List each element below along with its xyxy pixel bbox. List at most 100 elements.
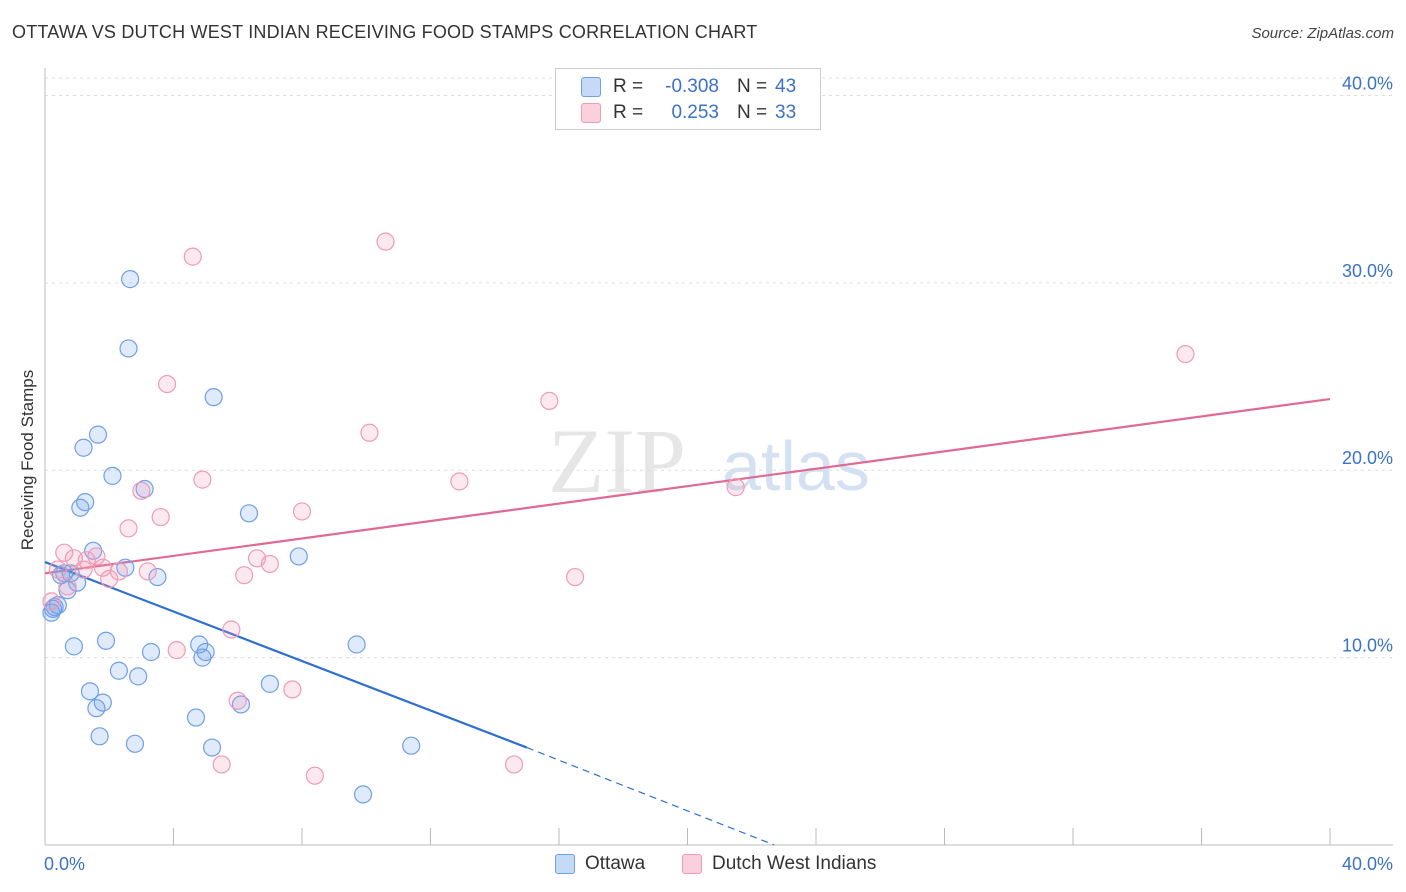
ottawa-point (239, 504, 259, 523)
dutch-point (138, 562, 157, 581)
n-label: N = (737, 102, 768, 123)
dutch-point (504, 755, 524, 774)
bottom-legend-ottawa: Ottawa (555, 852, 645, 876)
dutch-point (376, 232, 395, 251)
data-points (42, 232, 1195, 804)
dutch-point (565, 567, 585, 587)
ottawa-point (129, 667, 148, 686)
x-tick-label-min: 0.0% (44, 854, 85, 874)
n-label: N = (737, 76, 768, 97)
correlation-legend: R = -0.308 N = 43 R = 0.253 N = 33 (555, 68, 821, 130)
ottawa-point (80, 682, 100, 701)
r-value: -0.308 (665, 76, 719, 97)
axes (44, 68, 1393, 846)
ottawa-point (103, 466, 122, 485)
dutch-point (157, 374, 177, 394)
ottawa-point (141, 642, 161, 662)
dutch-point (450, 472, 469, 491)
n-value: 33 (775, 102, 797, 123)
dutch-point (228, 691, 247, 710)
ottawa-point (202, 738, 222, 757)
y-tick-label: 10.0% (1342, 636, 1393, 656)
ottawa-swatch (581, 77, 601, 97)
dutch-point (77, 551, 96, 570)
r-label: R = (613, 102, 644, 123)
dutch-point (540, 391, 559, 411)
ottawa-point (135, 479, 154, 499)
legend-row-ottawa: R = -0.308 N = 43 (581, 74, 796, 100)
dutch-point (58, 577, 77, 596)
ottawa-legend-swatch (555, 854, 575, 874)
dutch-legend-swatch (682, 854, 702, 874)
dutch-point (100, 569, 119, 589)
ottawa-point (193, 648, 212, 667)
dutch-point (119, 519, 138, 538)
ottawa-point (93, 693, 112, 712)
watermark-atlas: atlas (722, 427, 870, 505)
dutch-point (235, 566, 254, 585)
dutch-point (151, 507, 170, 527)
ottawa-point (260, 674, 279, 693)
dutch-point (132, 481, 151, 500)
dutch-point (283, 680, 302, 699)
legend-row-dutch: R = 0.253 N = 33 (581, 100, 796, 126)
dutch-point (1176, 344, 1195, 364)
dutch-point (360, 423, 379, 442)
ottawa-point (196, 642, 215, 662)
dutch-point (55, 543, 74, 562)
dutch-point (167, 641, 186, 660)
dutch-point (193, 470, 212, 489)
ottawa-trend-extension (526, 747, 775, 846)
dutch-point (42, 592, 61, 611)
n-value: 43 (775, 76, 797, 97)
dutch-trend-line (44, 397, 1331, 575)
ottawa-point (76, 492, 95, 512)
dutch-swatch (581, 103, 601, 123)
y-tick-label: 20.0% (1342, 448, 1393, 468)
ottawa-point (204, 388, 223, 407)
ottawa-point (353, 785, 373, 804)
y-tick-labels: 10.0% 20.0% 30.0% 40.0% (1342, 73, 1393, 655)
ottawa-point (289, 547, 308, 566)
dutch-point (212, 755, 231, 774)
ottawa-point (90, 727, 109, 746)
bottom-legend-dutch: Dutch West Indians (682, 852, 876, 876)
ottawa-point (71, 498, 90, 517)
ottawa-legend-label: Ottawa (585, 853, 646, 874)
ottawa-point (74, 438, 93, 457)
ottawa-point (84, 541, 103, 560)
chart-title: OTTAWA VS DUTCH WEST INDIAN RECEIVING FO… (12, 22, 758, 42)
dutch-point (222, 620, 241, 639)
ottawa-point (402, 736, 421, 755)
dutch-point (48, 560, 67, 579)
dutch-point (87, 547, 106, 566)
dutch-point (726, 478, 745, 497)
y-tick-label: 40.0% (1342, 73, 1393, 93)
ottawa-point (186, 708, 206, 727)
ottawa-point (64, 637, 84, 656)
dutch-point (109, 562, 128, 581)
r-label: R = (613, 76, 644, 97)
trend-lines (44, 397, 1331, 846)
ottawa-point (148, 567, 167, 587)
dutch-point (292, 502, 312, 521)
ottawa-point (96, 631, 116, 650)
ottawa-trend-line (44, 561, 528, 749)
dutch-point (260, 554, 279, 574)
y-axis-label: Receiving Food Stamps (18, 369, 37, 551)
source-label: Source: ZipAtlas.com (1251, 25, 1394, 42)
dutch-legend-label: Dutch West Indians (712, 853, 877, 874)
ottawa-point (125, 734, 145, 753)
x-tick-label-max: 40.0% (1342, 854, 1393, 874)
r-value: 0.253 (671, 102, 719, 123)
ottawa-point (121, 270, 140, 289)
y-tick-label: 30.0% (1342, 261, 1393, 281)
ottawa-point (45, 597, 64, 617)
dutch-point (183, 247, 202, 266)
ottawa-point (347, 635, 366, 654)
ottawa-point (119, 339, 138, 358)
ottawa-point (88, 425, 108, 444)
ottawa-point (109, 661, 128, 680)
dutch-point (305, 766, 324, 785)
